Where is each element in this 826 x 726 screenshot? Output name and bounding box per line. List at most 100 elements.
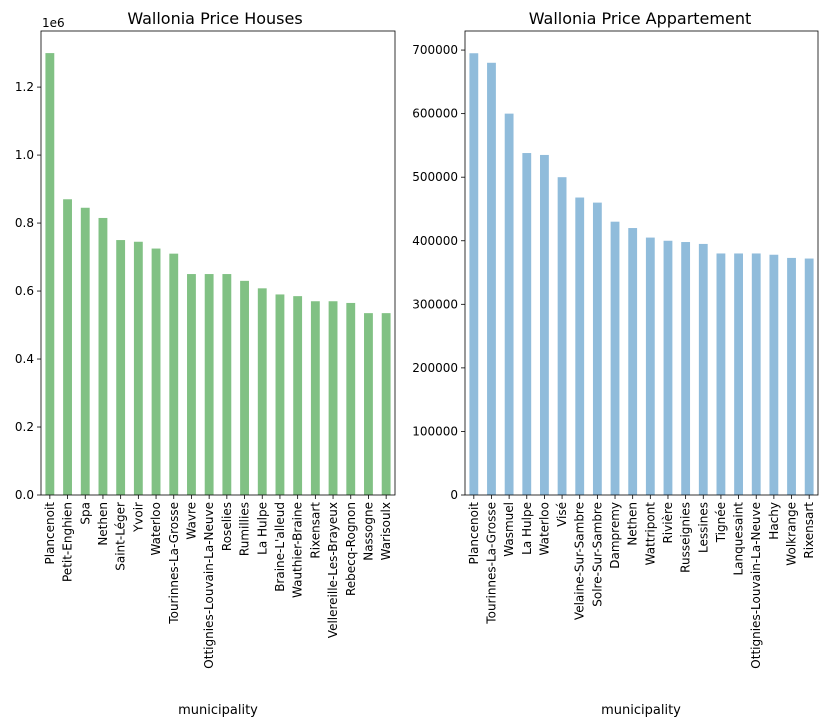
x-tick-label: Wavre (184, 502, 198, 540)
x-tick-label: Spa (78, 502, 92, 525)
y-tick-label: 0.8 (15, 216, 34, 230)
bar (169, 253, 179, 495)
bar (716, 253, 726, 495)
x-tick-label: Rebecq-Rognon (344, 502, 358, 596)
bar (310, 301, 320, 495)
bar (257, 288, 267, 495)
bar (133, 241, 143, 495)
bar (328, 301, 338, 495)
bar (645, 237, 655, 495)
x-tick-label: Vellereille-Les-Brayeux (326, 502, 340, 638)
x-tick-label: Nethen (96, 502, 110, 546)
x-tick-label: Ottignies-Louvain-La-Neuve (202, 502, 216, 669)
y-tick-label: 0.4 (15, 352, 34, 366)
x-tick-label: La Hulpe (255, 502, 269, 555)
bar (45, 53, 55, 495)
bar (80, 207, 90, 495)
bar (98, 217, 108, 495)
x-tick-label: Roselies (220, 502, 234, 551)
houses-offset-label: 1e6 (42, 16, 65, 30)
bar (275, 294, 285, 495)
y-tick-label: 400000 (412, 234, 458, 248)
bar (240, 280, 249, 495)
bar (187, 274, 196, 495)
bar (63, 199, 72, 495)
x-tick-label: Lessines (696, 502, 710, 553)
x-tick-label: Waterloo (149, 502, 163, 556)
x-tick-label: Ottignies-Louvain-La-Neuve (749, 502, 763, 669)
bar (469, 53, 479, 495)
x-tick-label: Nethen (626, 502, 640, 546)
x-tick-label: Wolkrange (785, 502, 799, 566)
bar (734, 253, 743, 495)
bar (751, 253, 761, 495)
x-tick-label: Rixensart (308, 502, 322, 559)
bar (151, 248, 161, 495)
x-tick-label: Plancenoit (467, 502, 481, 565)
bar (628, 228, 638, 496)
x-tick-label: Waterloo (537, 502, 551, 556)
bar (381, 313, 391, 495)
x-tick-label: Rumillies (238, 502, 252, 556)
bar (610, 221, 620, 495)
houses-chart: Wallonia Price Houses 1e6 municipality P… (15, 9, 396, 718)
x-tick-label: Saint-Léger (114, 502, 128, 571)
bar (575, 197, 585, 496)
y-tick-label: 0 (450, 488, 458, 502)
x-tick-label: Hachy (767, 502, 781, 540)
bar (787, 257, 796, 495)
x-tick-label: La Hulpe (520, 502, 534, 555)
plot-frame (464, 30, 819, 496)
y-tick-label: 700000 (412, 43, 458, 57)
y-tick-label: 300000 (412, 297, 458, 311)
y-tick-label: 500000 (412, 170, 458, 184)
x-tick-label: Nassogne (361, 502, 375, 561)
bar (487, 62, 496, 495)
apartments-chart-title: Wallonia Price Appartement (529, 9, 751, 28)
x-tick-label: Wattripont (643, 502, 657, 566)
x-tick-label: Tourinnes-La-Grosse (484, 502, 498, 625)
x-tick-label: Solre-Sur-Sambre (590, 502, 604, 607)
bar (522, 153, 532, 495)
bar (698, 243, 708, 495)
bar (504, 113, 514, 496)
x-tick-label: Warisoulx (379, 502, 393, 560)
bar (557, 177, 567, 496)
bar (364, 313, 373, 495)
y-tick-label: 1.2 (15, 80, 34, 94)
x-tick-label: Yvoir (131, 502, 145, 533)
x-tick-label: Rivière (661, 502, 675, 544)
bar (293, 296, 303, 495)
bar (663, 240, 673, 495)
y-tick-label: 0.2 (15, 420, 34, 434)
houses-chart-title: Wallonia Price Houses (127, 9, 302, 28)
bar (204, 274, 214, 495)
y-tick-label: 0.6 (15, 284, 34, 298)
x-tick-label: Velaine-Sur-Sambre (573, 502, 587, 620)
x-tick-label: Wauthier-Braine (291, 502, 305, 598)
bar (804, 258, 814, 495)
y-tick-label: 0.0 (15, 488, 34, 502)
bar (681, 242, 691, 495)
bar (346, 302, 356, 495)
x-tick-label: Petit-Enghien (61, 502, 75, 582)
bar (222, 274, 232, 495)
y-tick-label: 600000 (412, 107, 458, 121)
x-tick-label: Rixensart (802, 502, 816, 559)
y-tick-label: 100000 (412, 424, 458, 438)
x-tick-label: Visé (555, 502, 569, 527)
bar (540, 154, 549, 496)
bar (769, 254, 779, 495)
apartments-chart: Wallonia Price Appartement municipality … (412, 9, 819, 718)
apartments-x-axis-label: municipality (601, 703, 681, 718)
houses-x-axis-label: municipality (178, 703, 258, 718)
x-tick-label: Braine-L'alleud (273, 502, 287, 592)
x-tick-label: Tourinnes-La-Grosse (167, 502, 181, 625)
x-tick-label: Dampremy (608, 502, 622, 569)
bar (116, 240, 126, 495)
x-tick-label: Lanquesaint (732, 502, 746, 576)
plot-frame (40, 30, 396, 496)
x-tick-label: Tignée (714, 502, 728, 543)
bar (592, 202, 602, 495)
